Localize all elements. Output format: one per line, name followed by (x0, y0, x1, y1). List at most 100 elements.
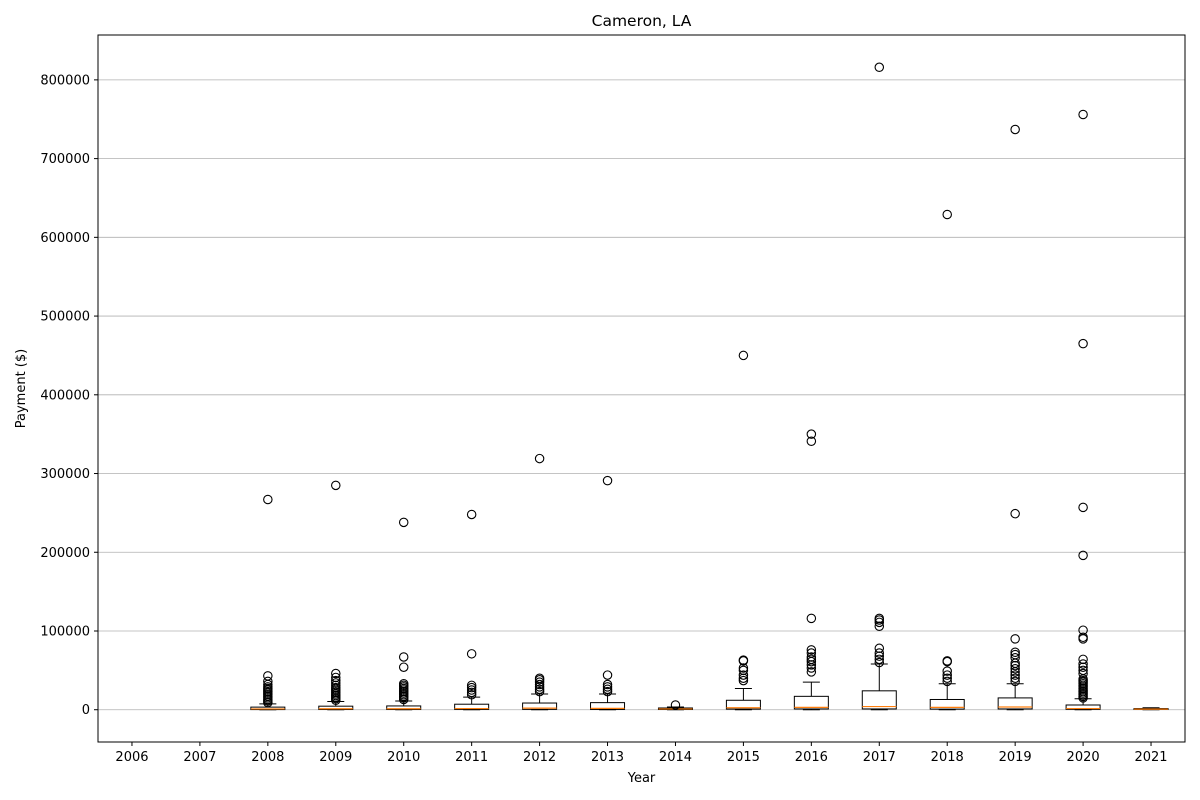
flier-point (263, 671, 273, 681)
flier-point (806, 645, 817, 655)
flier-point (534, 684, 545, 695)
iqr-box (929, 698, 965, 710)
flier-point (398, 652, 409, 662)
flier-point (1010, 664, 1020, 674)
iqr-box (997, 697, 1033, 710)
y-tick-label: 0 (82, 703, 90, 718)
x-tick-label: 2006 (115, 750, 148, 765)
flier-point (466, 649, 477, 659)
flier-point (874, 657, 885, 668)
box-2021 (1133, 707, 1169, 711)
flier-point (942, 209, 952, 220)
flier-point (1078, 654, 1088, 665)
plot-frame (97, 34, 1186, 743)
x-tick-label: 2020 (1067, 750, 1100, 765)
flier-point (466, 680, 477, 691)
flier-point (331, 672, 341, 683)
y-tick-label: 400000 (40, 388, 90, 403)
iqr-box (386, 705, 422, 710)
grid-lines (98, 79, 1185, 711)
flier-point (1010, 676, 1020, 687)
flier-point (942, 666, 952, 676)
y-tick-label: 200000 (40, 546, 90, 561)
flier-point (466, 682, 477, 693)
flier-point (1010, 124, 1020, 135)
flier-point (534, 686, 545, 697)
flier-point (670, 700, 681, 710)
flier-point (263, 676, 273, 687)
x-tick-label: 2011 (455, 750, 488, 765)
x-tick-label: 2010 (387, 750, 420, 765)
iqr-box (725, 699, 761, 710)
box-2016 (793, 681, 829, 711)
box-2011 (454, 696, 490, 711)
flier-points (263, 62, 1088, 710)
y-axis-title: Payment ($) (14, 349, 29, 428)
flier-point (806, 654, 817, 665)
box-2018 (929, 683, 965, 711)
box-2013 (590, 693, 626, 711)
flier-point (1010, 673, 1020, 683)
flier-point (602, 670, 613, 680)
flier-point (1078, 632, 1088, 643)
flier-point (874, 617, 885, 628)
x-tick-label: 2015 (727, 750, 760, 765)
flier-point (1010, 508, 1020, 519)
flier-point (874, 62, 885, 73)
x-tick-label: 2008 (251, 750, 284, 765)
flier-point (1078, 625, 1088, 635)
flier-point (1010, 647, 1020, 657)
y-tick-label: 700000 (40, 152, 90, 167)
flier-point (331, 682, 341, 693)
flier-point (942, 676, 952, 687)
flier-point (466, 687, 477, 698)
chart-title: Cameron, LA (592, 12, 692, 30)
flier-point (806, 667, 817, 677)
flier-point (738, 350, 749, 361)
box-2019 (997, 683, 1033, 711)
flier-point (466, 690, 477, 700)
flier-point (534, 677, 545, 687)
flier-point (1078, 665, 1088, 676)
x-tick-label: 2014 (659, 750, 692, 765)
x-tick-label: 2007 (183, 750, 216, 765)
flier-point (1078, 659, 1088, 669)
iqr-box (522, 702, 558, 710)
x-tick-label: 2019 (999, 750, 1032, 765)
flier-point (806, 652, 817, 662)
x-tick-label: 2017 (863, 750, 896, 765)
flier-point (1010, 649, 1020, 660)
y-tick-label: 500000 (40, 310, 90, 325)
flier-point (874, 613, 885, 624)
flier-point (874, 643, 885, 654)
box-2009 (318, 700, 354, 711)
flier-point (1010, 670, 1020, 680)
flier-point (602, 686, 613, 697)
iqr-box (318, 705, 354, 710)
y-tick-label: 600000 (40, 231, 90, 246)
flier-point (1078, 550, 1088, 561)
flier-point (602, 679, 613, 690)
flier-point (942, 673, 952, 683)
flier-point (331, 480, 341, 491)
flier-point (1078, 109, 1088, 120)
x-tick-label: 2021 (1134, 750, 1167, 765)
iqr-box (454, 703, 490, 710)
flier-point (466, 509, 477, 520)
flier-point (398, 517, 409, 528)
flier-point (602, 682, 613, 692)
flier-point (1078, 338, 1088, 349)
flier-point (263, 494, 273, 505)
flier-point (738, 670, 749, 680)
flier-point (398, 678, 409, 689)
flier-point (331, 668, 341, 679)
flier-point (1078, 502, 1088, 513)
flier-point (534, 673, 545, 683)
flier-point (806, 613, 817, 624)
flier-point (466, 685, 477, 695)
y-tick-label: 300000 (40, 467, 90, 482)
flier-point (602, 475, 613, 486)
x-tick-label: 2012 (523, 750, 556, 765)
